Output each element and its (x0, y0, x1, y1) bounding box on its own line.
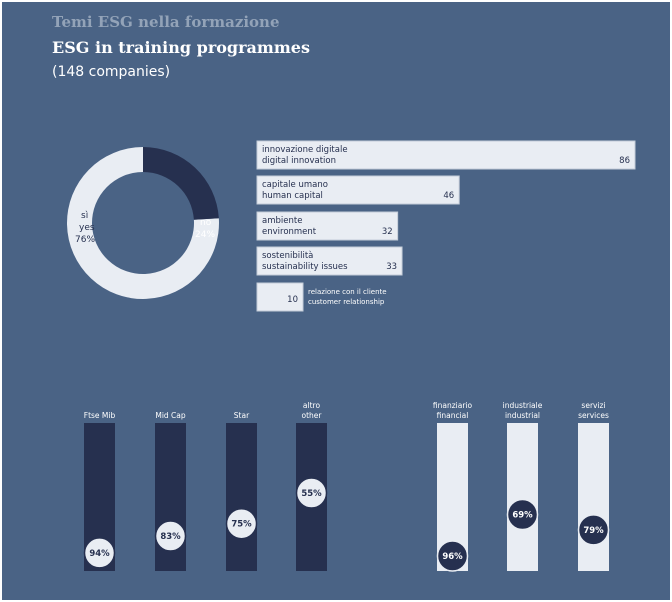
vbar-value-financial: 96% (442, 552, 463, 562)
hbar-label-en-3: sustainability issues (262, 262, 348, 272)
vbar-value-industrial: 69% (512, 511, 533, 521)
hbar-label-it-2: ambiente (262, 216, 302, 226)
vbar-label-it-mid-cap: Mid Cap (155, 411, 186, 420)
vbar-label-it-services: servizi (581, 401, 605, 410)
vbar-industrial (507, 423, 538, 571)
hbar-label-en-0: digital innovation (262, 156, 336, 166)
hbar-label-it-3: sostenibilità (262, 251, 313, 261)
donut-slice-yes (67, 147, 220, 299)
hbar-4 (256, 282, 304, 312)
vbar-label-en-services: services (578, 411, 609, 420)
vbar-label-it-ftse-mib: Ftse Mib (84, 411, 116, 420)
hbar-label-en-2: environment (262, 227, 317, 237)
hbar-value-4: 10 (287, 295, 298, 305)
vbar-label-it-financial: finanziario (433, 401, 473, 410)
hbar-2 (256, 211, 399, 241)
vbar-label-it-other: altro (303, 401, 321, 410)
vbar-marker-ftse-mib (83, 537, 116, 569)
vbar-label-it-industrial: industriale (503, 401, 543, 410)
donut-label-no-value: 24% (195, 230, 215, 240)
vbar-value-ftse-mib: 94% (89, 549, 110, 559)
hbar-0 (256, 140, 636, 170)
hbar-label-en-1: human capital (262, 191, 323, 201)
vbar-marker-star (225, 507, 258, 540)
vbar-marker-financial (436, 540, 469, 572)
hbar-label-it-4: relazione con il cliente (308, 288, 387, 296)
donut-label-yes-value: 76% (75, 235, 95, 245)
hbar-label-en-4: customer relationship (308, 298, 385, 306)
hbar-value-0: 86 (619, 156, 630, 166)
donut-label-no: no (200, 218, 212, 228)
vbar-value-star: 75% (231, 520, 252, 530)
hbar-label-it-1: capitale umano (262, 180, 328, 190)
donut-label-yes-en: yes (79, 223, 95, 233)
vbar-marker-industrial (506, 498, 539, 531)
vbar-label-it-star: Star (234, 411, 250, 420)
vbar-marker-mid-cap (154, 520, 187, 552)
hbar-value-1: 46 (443, 191, 454, 201)
donut-slice-no (143, 147, 219, 220)
hbar-label-it-0: innovazione digitale (262, 145, 348, 155)
vbar-value-services: 79% (583, 526, 604, 536)
vbar-services (578, 423, 609, 571)
vbar-marker-other (295, 477, 328, 509)
vbar-value-other: 55% (301, 489, 322, 499)
hbar-1 (256, 175, 460, 205)
hbar-value-3: 33 (386, 262, 397, 272)
title-english: ESG in training programmes (52, 38, 310, 57)
hbar-3 (256, 246, 403, 276)
vbar-label-en-other: other (302, 411, 323, 420)
vbar-value-mid-cap: 83% (160, 532, 181, 542)
vbar-label-en-financial: financial (437, 411, 469, 420)
hbar-value-2: 32 (382, 227, 393, 237)
title-italian: Temi ESG nella formazione (52, 13, 280, 31)
vbar-star (226, 423, 257, 571)
vbar-marker-services (577, 514, 610, 546)
donut-label-yes-it: sì (81, 211, 88, 221)
vbar-label-en-industrial: industrial (505, 411, 540, 420)
subtitle: (148 companies) (52, 64, 171, 80)
